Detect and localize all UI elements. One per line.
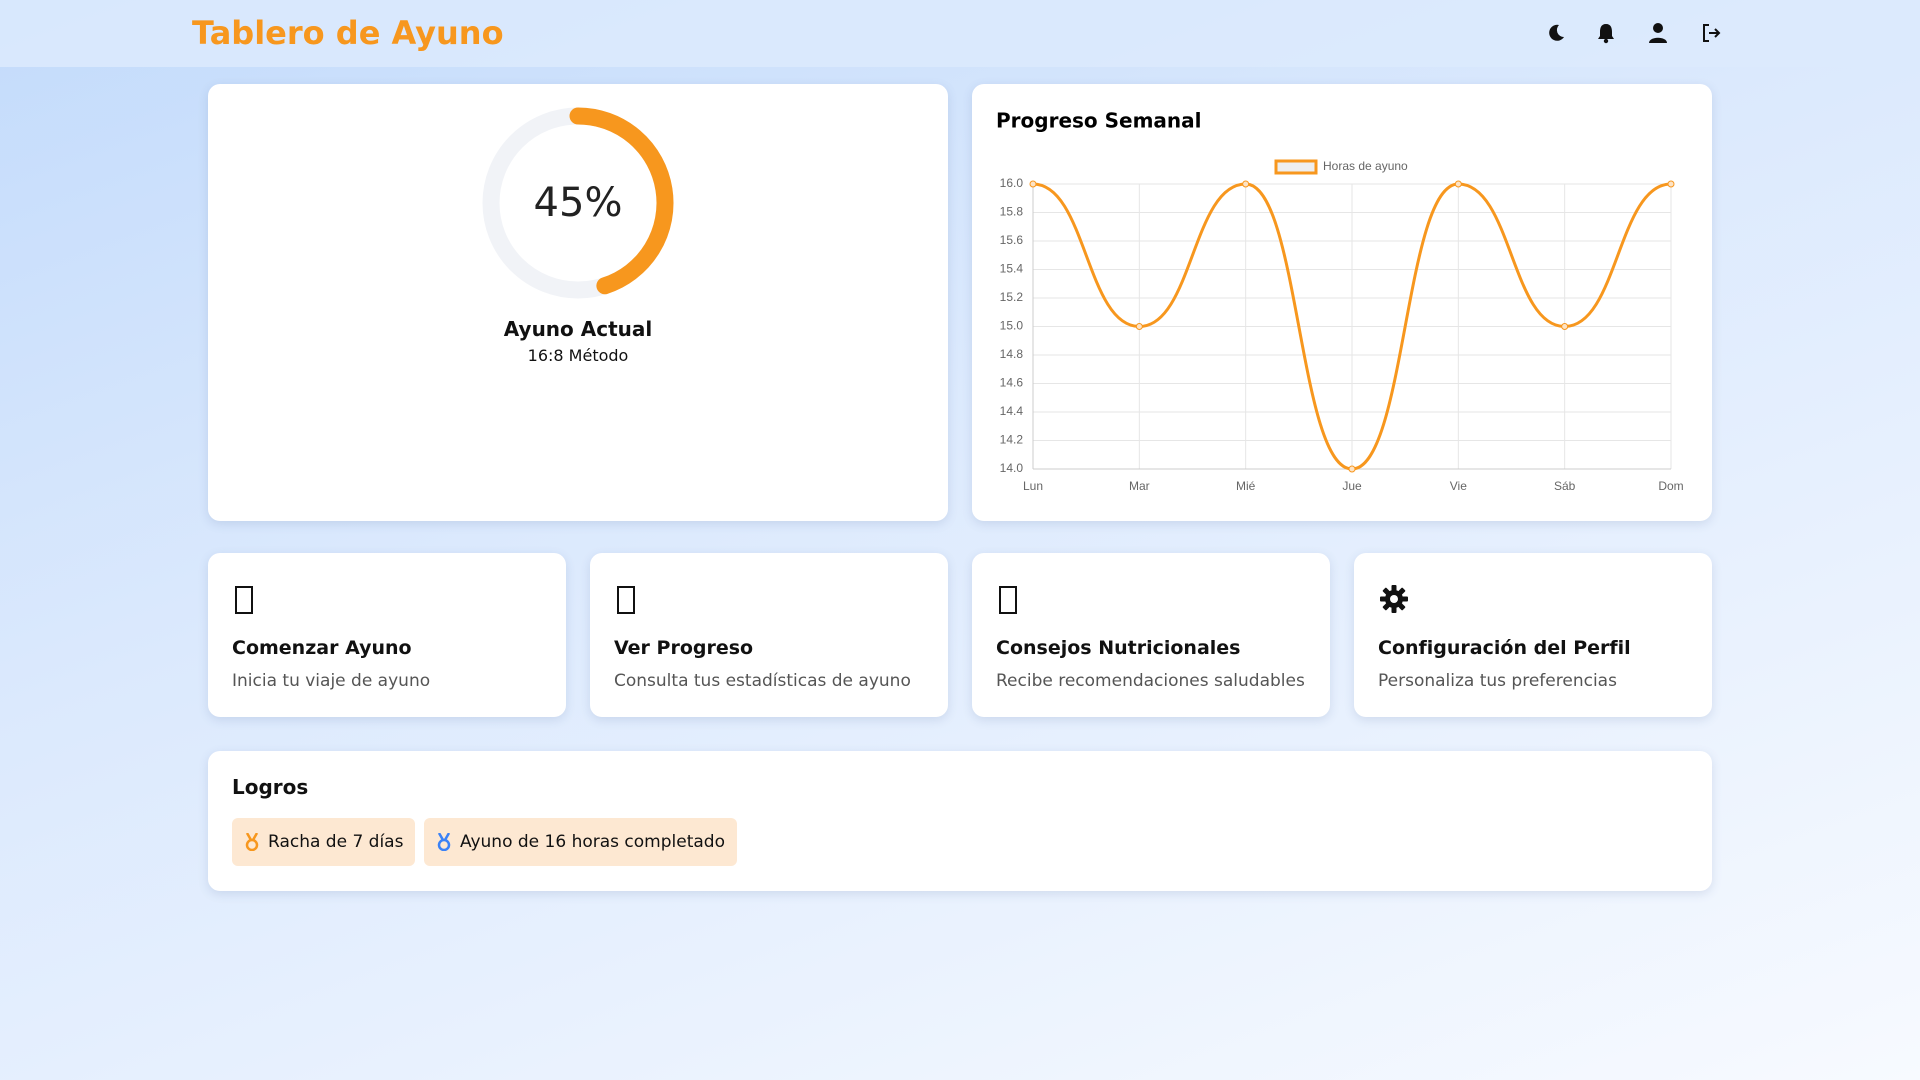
chart: Progreso Semanal 14.0 14.2 14.4 14.6 14.8 15.… [996,109,1684,494]
feature-description: Recibe recomendaciones saludables [996,671,1305,691]
y-tick-label: 15.6 [1000,233,1024,247]
ring-label: 45% [534,180,623,226]
notifications[interactable] [1595,22,1617,44]
data-point [1135,323,1143,330]
feature-card[interactable]: Ver Progreso Consulta tus estadísticas d… [590,553,948,717]
profile[interactable] [1647,22,1669,44]
achievement-label: Ayuno de 16 horas completado [460,832,725,852]
achievement-badge: Racha de 7 días [232,818,416,866]
medal-icon [437,833,451,851]
feature-description: Consulta tus estadísticas de ayuno [614,671,911,691]
current-fast-card: 45% Ayuno Actual 16:8 Método [208,84,948,521]
data-point [1454,180,1462,188]
feature-title: Ver Progreso [614,637,754,659]
y-tick-label: 14.6 [1000,376,1024,390]
y-tick-label: 15.0 [1000,319,1024,333]
weekly-chart-card: Progreso Semanal 14.0 14.2 14.4 14.6 14.8 15.… [972,84,1712,521]
x-tick-label: Mar [1129,479,1150,493]
feature-icon [999,586,1017,614]
y-tick-label: 14.2 [1000,433,1024,447]
gear-icon [1380,585,1408,613]
feature-title: Consejos Nutricionales [996,637,1241,659]
x-tick-label: Lun [1023,479,1043,493]
fast-method: 16:8 Método [527,346,629,365]
feature-icon [235,586,253,614]
feature-title: Comenzar Ayuno [232,637,412,659]
header: Tablero de Ayuno [0,0,1920,67]
data-point [1029,180,1037,188]
theme-toggle[interactable] [1545,22,1567,44]
y-tick-label: 14.4 [1000,404,1024,418]
y-tick-label: 16.0 [1000,176,1024,190]
feature-icon [617,586,635,614]
x-tick-label: Dom [1658,479,1683,493]
x-tick-label: Sáb [1554,479,1576,493]
y-tick-label: 15.2 [1000,290,1024,304]
legend-swatch [1274,159,1318,175]
feature-description: Inicia tu viaje de ayuno [232,671,431,691]
achievement-label: Racha de 7 días [268,832,404,852]
x-tick-label: Mié [1236,479,1256,493]
data-point [1561,323,1569,330]
data-point [1242,180,1250,188]
data-point [1348,465,1356,473]
feature-title: Configuración del Perfil [1378,637,1631,659]
ring-progress [569,107,674,295]
data-point [1667,180,1675,188]
achievements-title: Logros [232,775,309,799]
feature-card[interactable]: Configuración del Perfil Personaliza tus… [1354,553,1712,717]
fast-title: Ayuno Actual [503,317,653,341]
logout[interactable] [1700,22,1722,44]
medal-icon [245,833,259,851]
y-tick-label: 14.0 [1000,461,1024,475]
legend-label: Horas de ayuno [1323,159,1408,173]
y-tick-label: 14.8 [1000,347,1024,361]
y-tick-label: 15.4 [1000,262,1024,276]
feature-description: Personaliza tus preferencias [1378,671,1617,691]
x-tick-label: Jue [1342,479,1362,493]
progress-ring: 45% [482,107,674,299]
app-title: Tablero de Ayuno [192,14,504,52]
chart-title: Progreso Semanal [996,109,1202,133]
y-tick-label: 15.8 [1000,205,1024,219]
achievement-badge: Ayuno de 16 horas completado [424,818,737,866]
feature-card[interactable]: Comenzar Ayuno Inicia tu viaje de ayuno [208,553,566,717]
feature-card[interactable]: Consejos Nutricionales Recibe recomendac… [972,553,1330,717]
x-tick-label: Vie [1450,479,1467,493]
